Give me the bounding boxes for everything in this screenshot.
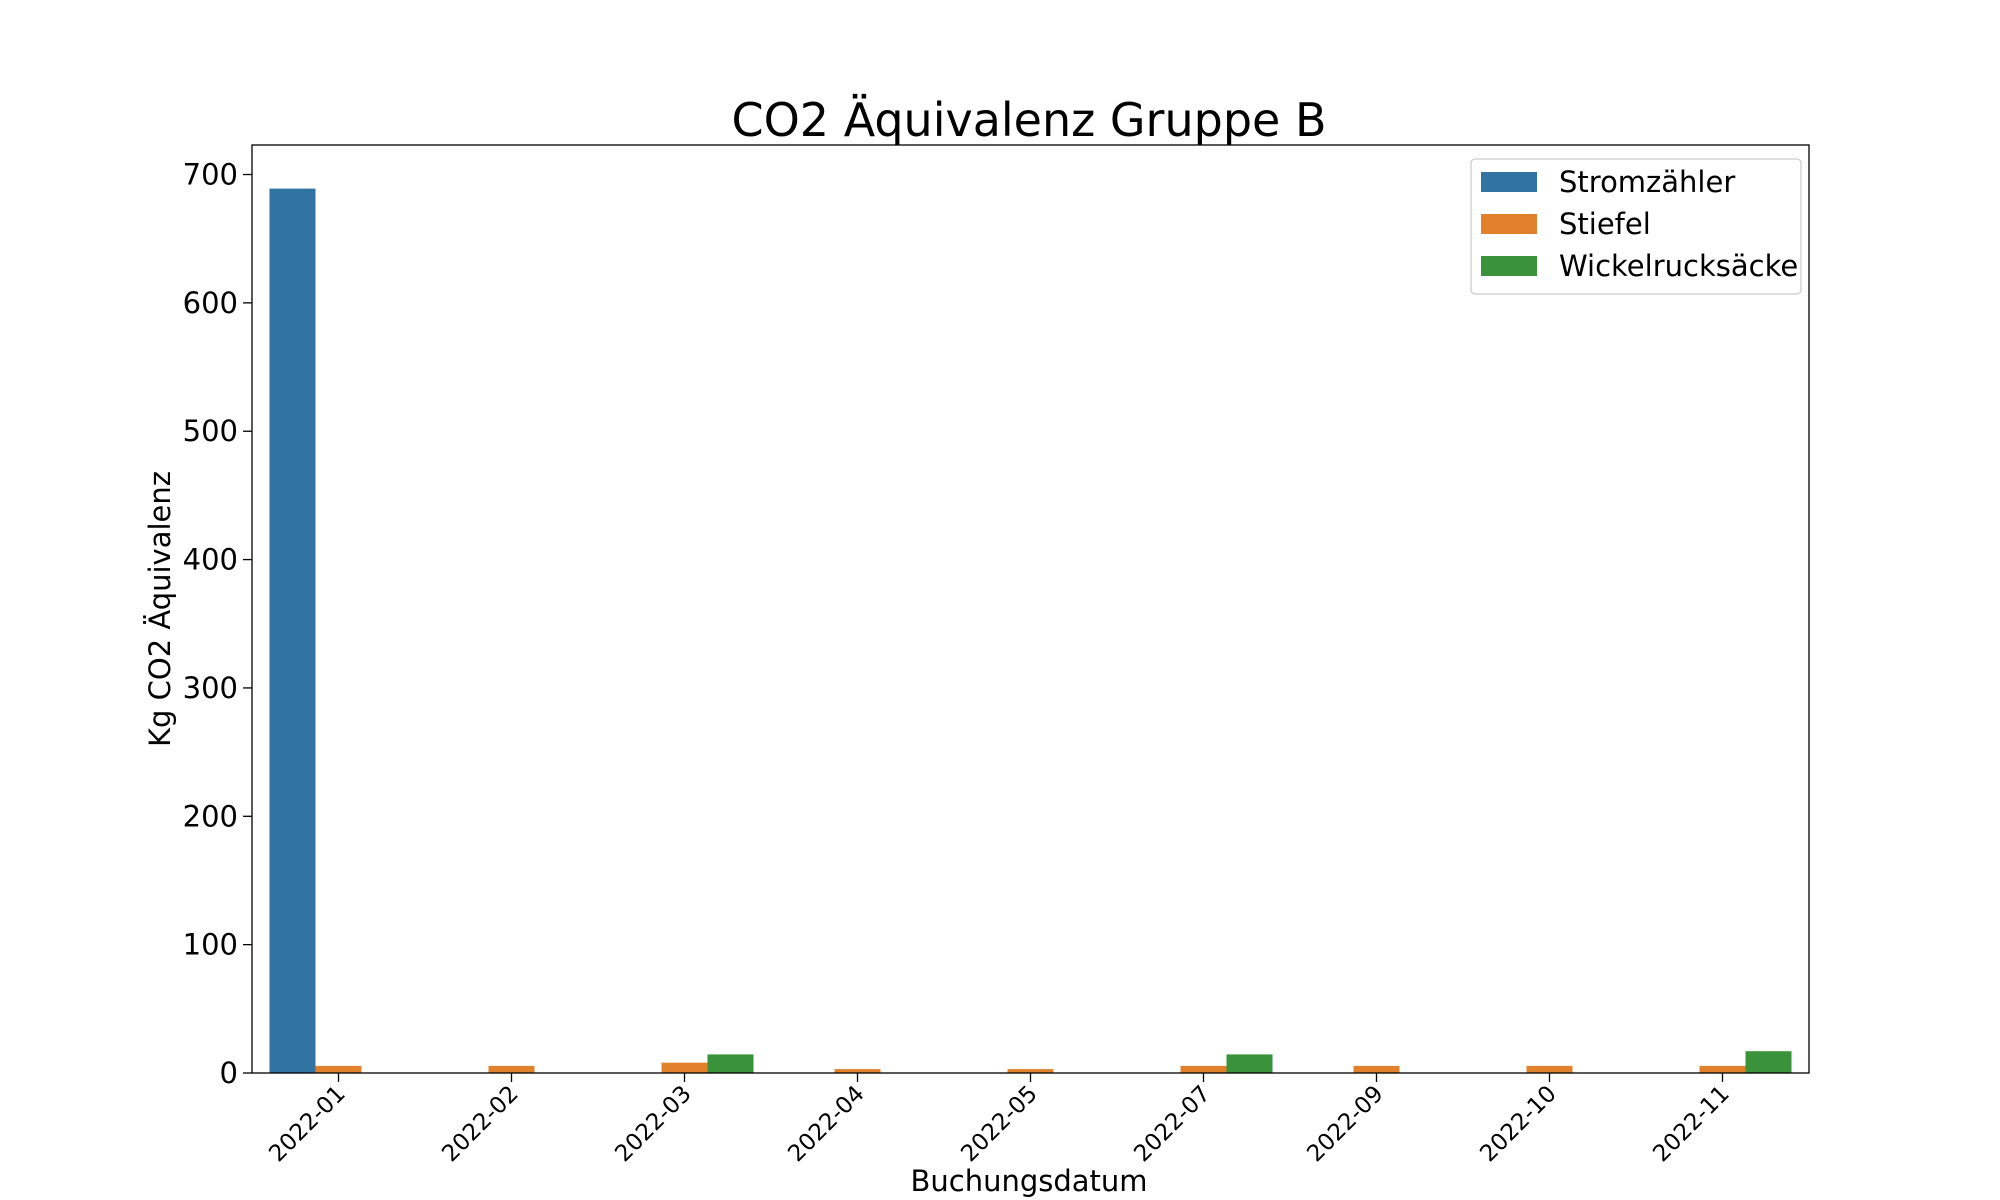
bar-stiefel-2022-01 [315, 1065, 362, 1073]
x-tick-label: 2022-11 [1648, 1081, 1734, 1167]
bar-stiefel-2022-02 [488, 1065, 535, 1073]
bar-wickelrucksäcke-2022-03 [707, 1054, 754, 1073]
bar-stiefel-2022-10 [1526, 1065, 1573, 1073]
y-tick-label: 500 [183, 414, 238, 448]
bar-stromzähler-2022-01 [269, 188, 316, 1074]
bars-layer [269, 188, 1792, 1074]
x-tick-label: 2022-07 [1129, 1081, 1215, 1167]
bar-stiefel-2022-03 [661, 1062, 708, 1073]
y-tick-label: 600 [183, 286, 238, 320]
legend-swatch-stiefel [1481, 214, 1537, 234]
legend-label-wickelrucksäcke: Wickelrucksäcke [1559, 249, 1798, 283]
x-tick-label: 2022-10 [1475, 1081, 1561, 1167]
legend-label-stiefel: Stiefel [1559, 207, 1651, 241]
x-axis-label: Buchungsdatum [910, 1164, 1147, 1198]
bar-stiefel-2022-04 [834, 1069, 881, 1073]
y-tick-label: 400 [183, 543, 238, 577]
legend-swatch-wickelrucksäcke [1481, 256, 1537, 276]
x-tick-label: 2022-05 [956, 1081, 1042, 1167]
x-tick-label: 2022-03 [610, 1081, 696, 1167]
bar-stiefel-2022-05 [1007, 1069, 1054, 1073]
bar-stiefel-2022-09 [1353, 1065, 1400, 1073]
legend-box [1470, 158, 1802, 295]
bar-stiefel-2022-11 [1699, 1065, 1746, 1073]
bar-wickelrucksäcke-2022-11 [1745, 1051, 1792, 1073]
legend-label-stromzähler: Stromzähler [1559, 165, 1735, 199]
y-tick-label: 100 [183, 928, 238, 962]
legend: Stromzähler Stiefel Wickelrucksäcke [1470, 158, 1802, 295]
x-tick-label: 2022-09 [1302, 1081, 1388, 1167]
y-axis-label: Kg CO2 Äquivalenz [143, 471, 177, 747]
bar-stiefel-2022-07 [1180, 1065, 1227, 1073]
legend-swatch-stromzähler [1481, 172, 1537, 192]
x-tick-label: 2022-01 [264, 1081, 350, 1167]
y-tick-label: 700 [183, 158, 238, 192]
x-tick-label: 2022-02 [437, 1081, 523, 1167]
bar-wickelrucksäcke-2022-07 [1226, 1054, 1273, 1073]
x-axis: 2022-01 2022-02 2022-03 2022-04 2022-05 2022-… [264, 1073, 1735, 1167]
y-tick-label: 200 [183, 799, 238, 833]
y-tick-label: 0 [220, 1056, 238, 1090]
y-axis: 0 100 200 300 400 500 600 700 [183, 158, 252, 1090]
x-tick-label: 2022-04 [783, 1081, 869, 1167]
y-tick-label: 300 [183, 671, 238, 705]
chart-title: CO2 Äquivalenz Gruppe B [731, 93, 1326, 147]
